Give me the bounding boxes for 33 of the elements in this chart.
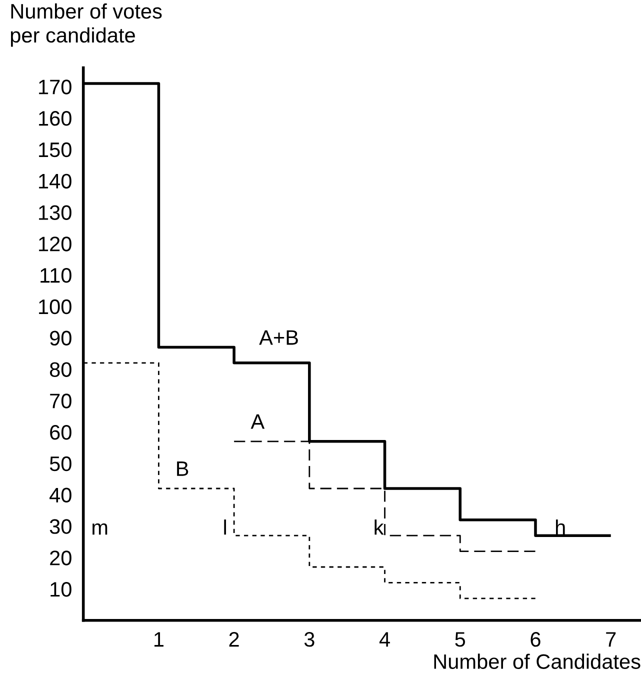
y-tick-label: 50 xyxy=(50,456,72,472)
x-tick-label: 7 xyxy=(606,632,616,647)
y-tick-label: 60 xyxy=(50,424,72,440)
y-tick-label: 120 xyxy=(39,236,72,252)
x-tick-label: 3 xyxy=(304,632,314,647)
x-tick-label: 4 xyxy=(379,632,390,647)
y-tick-label: 150 xyxy=(39,142,72,158)
annotation: m xyxy=(92,523,108,535)
x-tick-label: 5 xyxy=(455,632,466,647)
y-tick-label: 90 xyxy=(50,330,72,346)
x-tick-label: 6 xyxy=(530,632,540,647)
annotation: k xyxy=(374,519,384,535)
annotation: h xyxy=(556,519,565,535)
y-tick-label: 170 xyxy=(39,80,72,94)
y-tick-label: 20 xyxy=(50,550,72,566)
y-axis-title: Number of votes per candidate xyxy=(10,3,162,47)
x-tick-label: 2 xyxy=(229,632,239,647)
y-tick-label: 70 xyxy=(50,394,72,408)
y-tick-label: 140 xyxy=(39,174,72,189)
x-tick-label: 1 xyxy=(154,632,164,647)
y-tick-label: 160 xyxy=(39,111,72,126)
series-label: A xyxy=(250,414,265,429)
y-tick-label: 10 xyxy=(50,582,72,597)
y-tick-label: 40 xyxy=(50,488,72,503)
x-axis-title: Number of Candidates xyxy=(434,654,640,669)
y-tick-label: 100 xyxy=(39,299,72,314)
series-label: B xyxy=(177,462,188,476)
series-label: A+B xyxy=(259,330,298,345)
y-tick-label: 80 xyxy=(50,362,72,377)
y-tick-label: 30 xyxy=(50,519,72,534)
annotation: l xyxy=(224,519,226,535)
y-tick-label: 130 xyxy=(39,205,72,220)
y-tick-label: 110 xyxy=(40,268,72,283)
